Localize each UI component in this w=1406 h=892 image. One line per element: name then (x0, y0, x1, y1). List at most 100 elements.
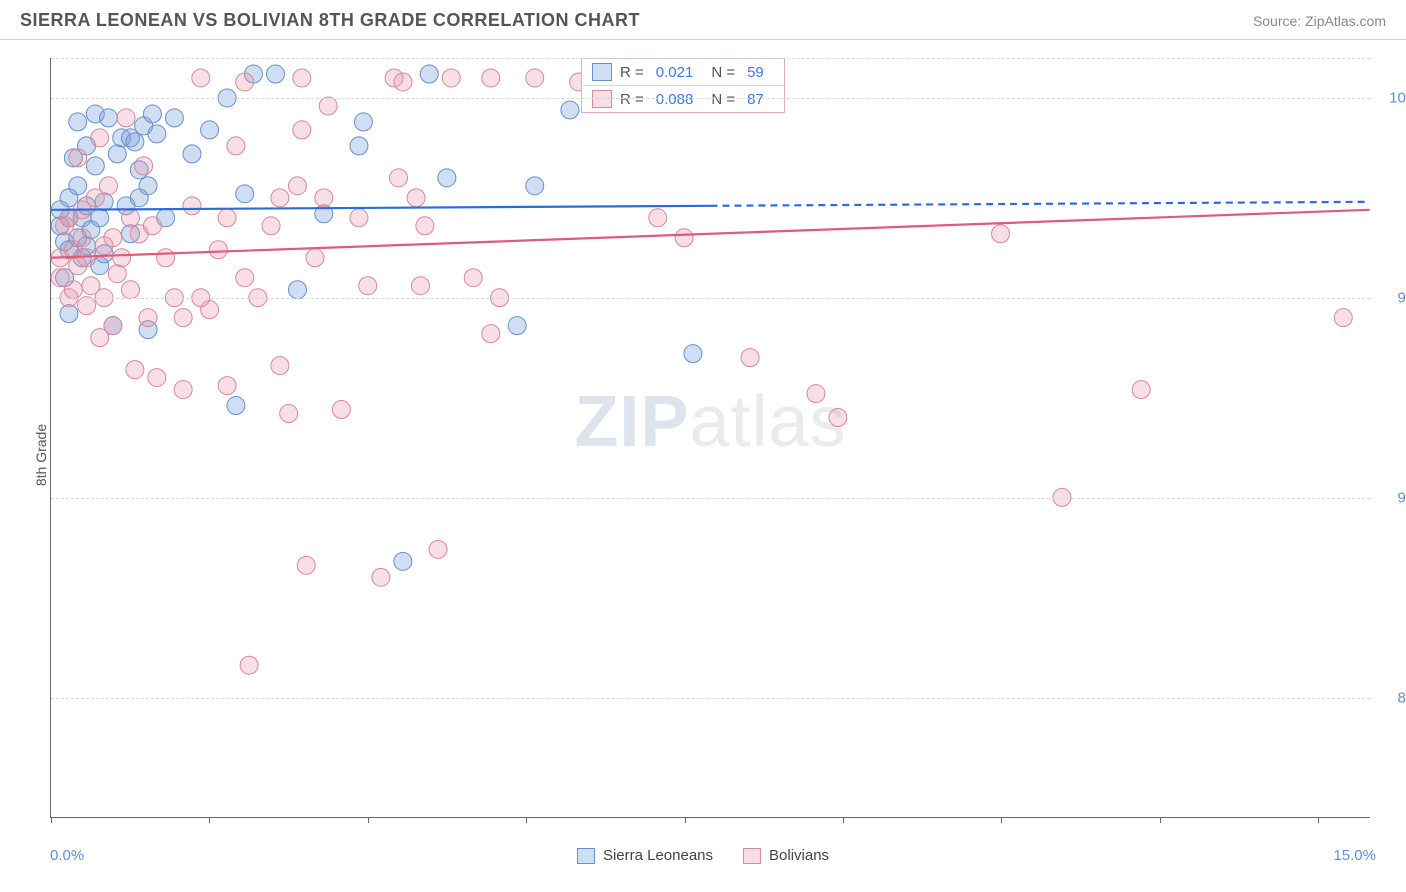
scatter-point (684, 345, 702, 363)
y-tick-label: 90.0% (1380, 490, 1406, 507)
scatter-point (464, 269, 482, 287)
scatter-point (306, 249, 324, 267)
scatter-point (293, 69, 311, 87)
scatter-point (143, 217, 161, 235)
scatter-point (108, 145, 126, 163)
scatter-point (429, 540, 447, 558)
scatter-point (227, 397, 245, 415)
chart-source: Source: ZipAtlas.com (1253, 13, 1386, 29)
swatch-series-2 (592, 90, 612, 108)
scatter-point (420, 65, 438, 83)
scatter-point (73, 229, 91, 247)
scatter-point (411, 277, 429, 295)
trend-line (51, 206, 710, 210)
chart-area: 8th Grade ZIPatlas R = 0.021 N = 59 R = … (0, 40, 1406, 870)
scatter-point (139, 177, 157, 195)
scatter-point (64, 281, 82, 299)
scatter-point (372, 568, 390, 586)
scatter-point (183, 145, 201, 163)
scatter-point (91, 129, 109, 147)
x-axis-min-label: 0.0% (50, 847, 84, 864)
scatter-point (394, 73, 412, 91)
scatter-point (438, 169, 456, 187)
y-tick-label: 95.0% (1380, 290, 1406, 307)
scatter-point (442, 69, 460, 87)
scatter-point (78, 297, 96, 315)
scatter-point (157, 249, 175, 267)
scatter-point (350, 209, 368, 227)
scatter-point (165, 109, 183, 127)
scatter-point (121, 209, 139, 227)
y-tick-label: 100.0% (1380, 90, 1406, 107)
scatter-point (126, 361, 144, 379)
scatter-point (992, 225, 1010, 243)
scatter-point (675, 229, 693, 247)
scatter-point (807, 385, 825, 403)
scatter-point (288, 177, 306, 195)
scatter-point (315, 189, 333, 207)
scatter-point (100, 109, 118, 127)
scatter-point (236, 73, 254, 91)
legend-stats-row-2: R = 0.088 N = 87 (582, 86, 784, 112)
scatter-point (350, 137, 368, 155)
scatter-point (174, 381, 192, 399)
scatter-point (91, 209, 109, 227)
scatter-point (86, 157, 104, 175)
scatter-point (526, 177, 544, 195)
scatter-point (482, 325, 500, 343)
scatter-point (108, 265, 126, 283)
scatter-point (69, 177, 87, 195)
scatter-point (649, 209, 667, 227)
scatter-point (218, 209, 236, 227)
scatter-point (117, 109, 135, 127)
scatter-point (69, 149, 87, 167)
scatter-point (297, 556, 315, 574)
scatter-point (60, 305, 78, 323)
scatter-point (280, 405, 298, 423)
y-axis-label: 8th Grade (33, 424, 49, 486)
chart-title: SIERRA LEONEAN VS BOLIVIAN 8TH GRADE COR… (20, 10, 640, 31)
scatter-point (482, 69, 500, 87)
scatter-point (390, 169, 408, 187)
scatter-point (183, 197, 201, 215)
scatter-point (139, 309, 157, 327)
scatter-point (271, 189, 289, 207)
scatter-point (508, 317, 526, 335)
scatter-point (104, 317, 122, 335)
scatter-point (135, 157, 153, 175)
legend-bottom: Sierra Leoneans Bolivians (577, 847, 829, 864)
scatter-point (271, 357, 289, 375)
scatter-point (104, 229, 122, 247)
legend-item-1: Sierra Leoneans (577, 847, 713, 864)
scatter-point (293, 121, 311, 139)
scatter-point (266, 65, 284, 83)
swatch-series-1-bottom (577, 848, 595, 864)
chart-header: SIERRA LEONEAN VS BOLIVIAN 8TH GRADE COR… (0, 0, 1406, 40)
scatter-point (262, 217, 280, 235)
scatter-point (201, 121, 219, 139)
scatter-point (359, 277, 377, 295)
legend-stats: R = 0.021 N = 59 R = 0.088 N = 87 (581, 58, 785, 113)
scatter-point (174, 309, 192, 327)
scatter-point (148, 125, 166, 143)
scatter-point (741, 349, 759, 367)
scatter-point (288, 281, 306, 299)
scatter-point (240, 656, 258, 674)
swatch-series-2-bottom (743, 848, 761, 864)
scatter-point (209, 241, 227, 259)
swatch-series-1 (592, 63, 612, 81)
scatter-point (354, 113, 372, 131)
scatter-point (561, 101, 579, 119)
legend-item-2: Bolivians (743, 847, 829, 864)
scatter-point (407, 189, 425, 207)
scatter-point (319, 97, 337, 115)
scatter-point (416, 217, 434, 235)
scatter-point (236, 185, 254, 203)
scatter-point (1132, 381, 1150, 399)
x-axis-max-label: 15.0% (1333, 847, 1376, 864)
scatter-point (218, 377, 236, 395)
legend-stats-row-1: R = 0.021 N = 59 (582, 59, 784, 86)
scatter-point (113, 249, 131, 267)
scatter-point (227, 137, 245, 155)
scatter-point (121, 281, 139, 299)
